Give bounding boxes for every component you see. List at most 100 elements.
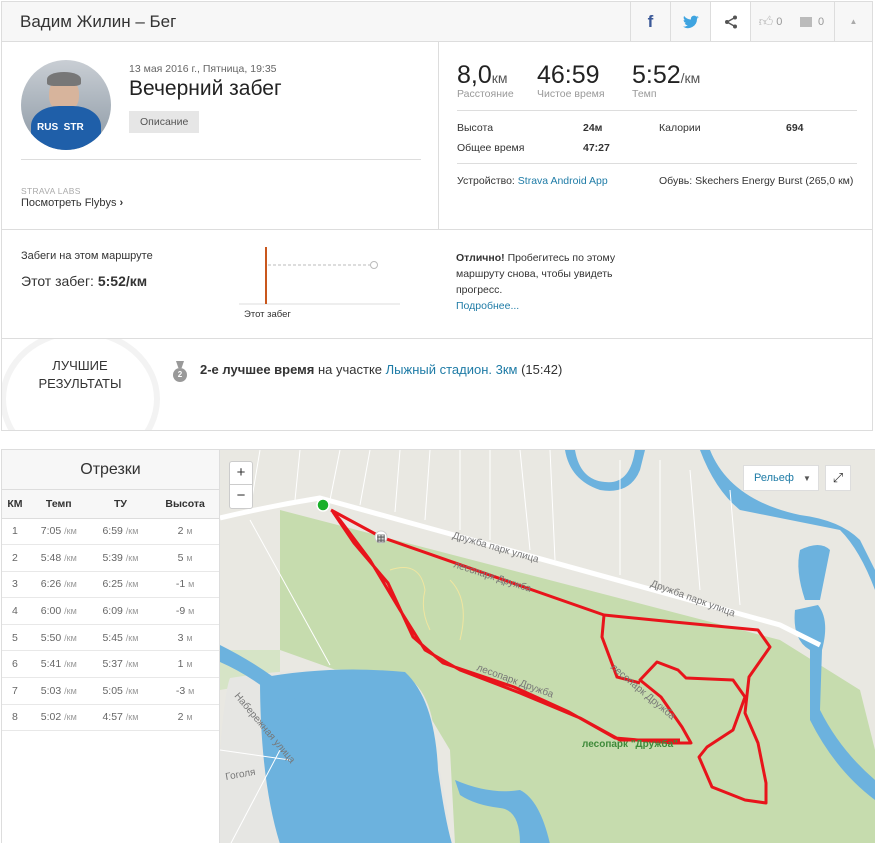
avatar[interactable]: RUS STR [21, 60, 111, 150]
split-cell: 7:05 /км [27, 518, 90, 546]
collapse-button[interactable]: ▲ [834, 2, 872, 41]
split-unit: /км [64, 606, 77, 617]
calories-label: Калории [659, 122, 701, 134]
split-unit: /км [64, 526, 77, 537]
route-map[interactable]: Дружба парк улица Дружба парк улица лесопа… [220, 449, 875, 843]
split-unit: м [186, 659, 193, 670]
activity-name: Вечерний забег [129, 77, 282, 100]
map-layer-select[interactable]: Рельеф ▼ [743, 465, 819, 491]
laurel-wreath-icon [2, 339, 160, 430]
split-value: 1 [12, 525, 18, 538]
activity-title: Вадим Жилин – Бег [20, 12, 177, 31]
split-value: 4:57 [102, 711, 123, 724]
moving-time-label: Чистое время [537, 88, 605, 100]
split-cell: 5 м [151, 544, 219, 572]
map-label: Гоголя [225, 767, 257, 783]
split-cell: 2 м [151, 518, 219, 546]
split-cell: 6:00 /км [27, 597, 90, 625]
checkered-flag-icon: ▦ [376, 533, 385, 544]
caret-down-icon: ▼ [803, 474, 811, 483]
twitter-share-button[interactable] [670, 2, 710, 41]
distance-label: Расстояние [457, 88, 514, 100]
zoom-out-button[interactable]: − [236, 487, 246, 504]
split-value: 7 [12, 684, 18, 697]
chevron-right-icon: › [119, 197, 124, 209]
comments-count: 0 [818, 15, 825, 28]
split-unit: м [186, 632, 193, 643]
activity-date: 13 мая 2016 г., Пятница, 19:35 [129, 63, 277, 75]
split-value: 4 [12, 605, 18, 618]
comments-button[interactable]: 0 [790, 2, 834, 41]
split-value: 1 [177, 658, 184, 671]
fullscreen-button[interactable]: ⤢ [825, 465, 851, 491]
distance-value: 8,0 [457, 61, 492, 89]
split-value: -1 [175, 578, 186, 591]
description-button[interactable]: Описание [129, 111, 200, 133]
split-value: 6:00 [40, 605, 62, 618]
divider [457, 163, 857, 164]
split-cell: 1 [2, 518, 28, 546]
chevron-up-icon: ▲ [849, 17, 858, 26]
pace-label: Темп [632, 88, 657, 100]
device-link[interactable]: Strava Android App [517, 175, 608, 187]
split-cell: 5:48 /км [27, 544, 90, 572]
kudos-button[interactable]: 👍︎ 0 [750, 2, 790, 41]
split-unit: /км [125, 579, 139, 590]
elevation-value: 24м [583, 122, 603, 134]
split-cell: -3 м [151, 677, 219, 705]
route-comparison: Забеги на этом маршруте Этот забег: 5:52… [2, 229, 872, 338]
split-value: 8 [12, 711, 18, 724]
route-message: Отлично! Пробегитесь по этому маршруту с… [456, 250, 646, 314]
split-value: 5 [12, 631, 18, 644]
split-cell: 4 [2, 597, 28, 625]
calories-value: 694 [786, 122, 804, 134]
share-button[interactable] [710, 2, 750, 41]
split-cell: 6:09 /км [89, 597, 152, 625]
zoom-in-button[interactable]: + [230, 462, 252, 485]
best-middle: на участке [314, 362, 386, 377]
split-cell: -9 м [151, 597, 219, 625]
split-value: 6 [12, 658, 18, 671]
split-value: 2 [12, 551, 18, 564]
split-cell: 6:25 /км [89, 571, 152, 599]
splits-table: КМ Темп ТУ Высота 1 7:05 /км 6:59 /км 2 м 2 5:48… [2, 490, 219, 732]
split-unit: /км [125, 606, 139, 617]
lake [260, 669, 452, 843]
divider [21, 159, 421, 160]
split-row: 2 5:48 /км 5:39 /км 5 м [2, 544, 219, 572]
split-value: 5:50 [40, 631, 62, 644]
segment-time: (15:42) [517, 362, 563, 377]
route-title: Забеги на этом маршруте [21, 250, 153, 262]
split-value: 6:59 [102, 525, 123, 538]
split-cell: 5:41 /км [27, 650, 90, 679]
split-cell: 2 [2, 544, 28, 572]
split-row: 7 5:03 /км 5:05 /км -3 м [2, 677, 219, 705]
splits-panel: Отрезки КМ Темп ТУ Высота 1 7:05 /км 6:59 /км… [1, 449, 220, 843]
elapsed-value: 47:27 [583, 142, 610, 154]
split-unit: /км [125, 526, 139, 537]
split-value: 5:39 [102, 551, 123, 564]
elapsed-label: Общее время [457, 142, 525, 154]
flyby-link[interactable]: Посмотреть Flybys › [21, 197, 123, 209]
elevation-label: Высота [457, 122, 494, 134]
facebook-share-button[interactable]: f [630, 2, 670, 41]
segment-link[interactable]: Лыжный стадион. 3км [385, 362, 518, 377]
moving-time-stat: 46:59 Чистое время [537, 61, 605, 100]
shoes-info: Обувь: Skechers Energy Burst (265,0 км) [659, 175, 854, 187]
best-results-title: ЛУЧШИЕ РЕЗУЛЬТАТЫ [20, 357, 140, 393]
pace-value: 5:52 [632, 61, 681, 89]
start-marker[interactable] [316, 498, 330, 512]
strava-labs-label: STRAVA LABS [21, 186, 81, 196]
split-cell: 8 [2, 704, 28, 732]
river [565, 450, 645, 491]
split-unit: /км [64, 659, 77, 670]
split-value: 5:05 [102, 684, 123, 697]
split-cell: 4:57 /км [89, 704, 152, 732]
more-link[interactable]: Подробнее... [456, 300, 520, 312]
split-cell: 7 [2, 677, 28, 705]
finish-marker[interactable] [374, 530, 388, 544]
kudos-count: 0 [776, 15, 783, 28]
share-icon [724, 15, 737, 28]
split-unit: м [186, 552, 193, 563]
